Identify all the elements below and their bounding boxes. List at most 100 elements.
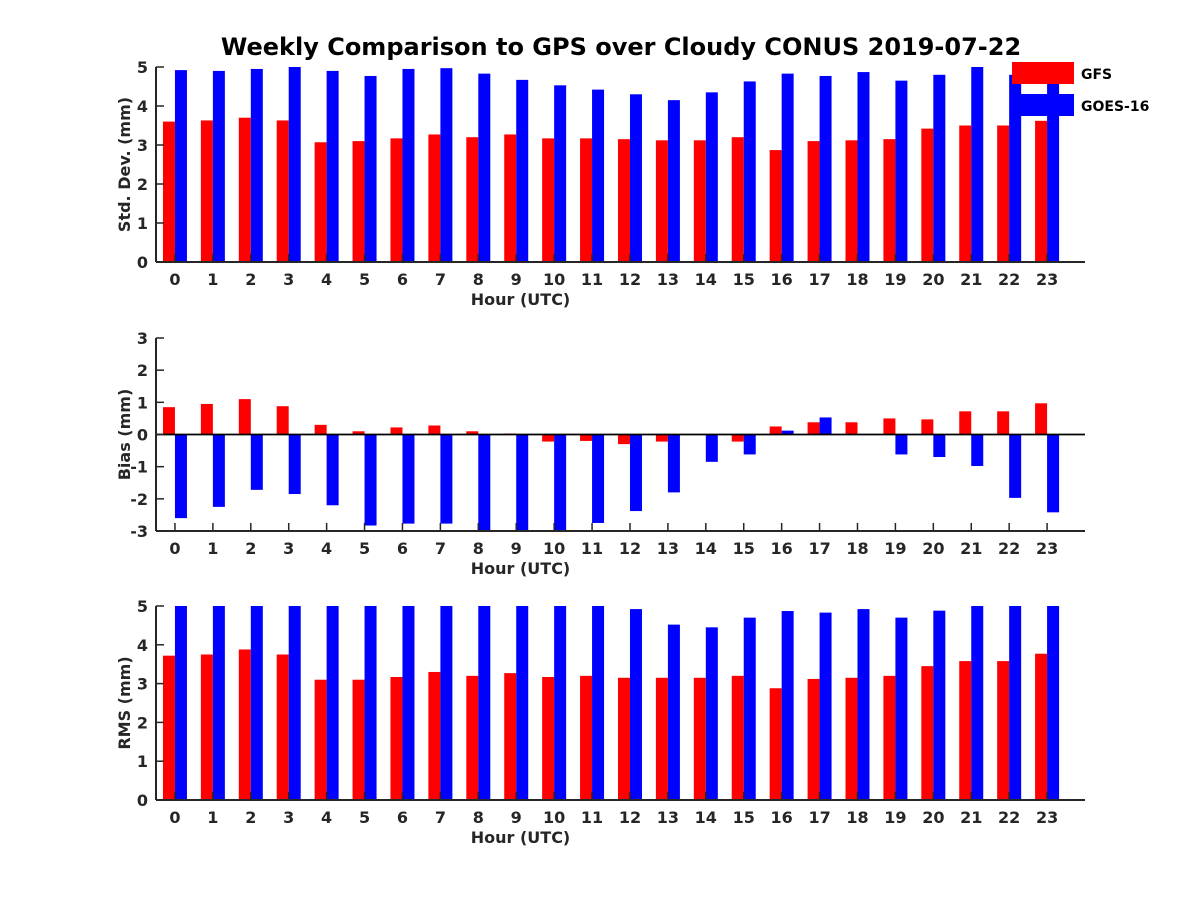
bar — [440, 68, 453, 262]
bar — [959, 661, 972, 800]
bar — [250, 434, 263, 490]
bar — [554, 434, 567, 531]
bar — [428, 671, 441, 800]
x-tick-label: 9 — [511, 539, 522, 558]
bar — [693, 677, 706, 800]
bar — [655, 140, 668, 262]
x-tick-label: 8 — [473, 808, 484, 827]
x-tick-label: 6 — [397, 270, 408, 289]
legend-label: GOES-16 — [1081, 99, 1149, 115]
y-tick-label: 5 — [137, 58, 148, 77]
x-tick-label: 6 — [397, 808, 408, 827]
bar — [997, 411, 1010, 435]
bar — [200, 654, 213, 800]
bar — [314, 142, 327, 262]
bar — [743, 81, 756, 263]
x-tick-label: 23 — [1036, 539, 1058, 558]
bar — [819, 417, 832, 435]
bar — [883, 418, 896, 435]
bar — [617, 434, 630, 445]
bar — [466, 675, 479, 800]
x-tick-label: 18 — [846, 808, 868, 827]
bar — [781, 73, 794, 262]
bar — [504, 673, 517, 800]
y-tick-label: 2 — [137, 175, 148, 194]
bar — [997, 661, 1010, 800]
bar — [667, 434, 680, 493]
bar — [731, 434, 744, 442]
bar — [997, 125, 1010, 262]
x-tick-label: 19 — [884, 539, 906, 558]
x-tick-label: 3 — [283, 539, 294, 558]
bar — [478, 73, 491, 262]
bar — [895, 434, 908, 455]
bar — [466, 431, 479, 435]
y-axis-label: Std. Dev. (mm) — [115, 97, 134, 232]
y-tick-label: 3 — [137, 329, 148, 348]
bar — [364, 75, 377, 262]
bar — [705, 434, 718, 462]
x-tick-label: 7 — [435, 539, 446, 558]
bar — [743, 617, 756, 800]
series-goes-16 — [174, 67, 1060, 263]
bar — [592, 606, 605, 800]
bar — [959, 411, 972, 435]
bar — [921, 666, 934, 800]
legend-swatch — [1012, 62, 1074, 84]
bar — [667, 624, 680, 800]
bar — [1047, 606, 1060, 800]
x-tick-label: 1 — [207, 270, 218, 289]
bar — [592, 434, 605, 523]
y-tick-label: 3 — [137, 136, 148, 155]
bar — [516, 79, 529, 263]
x-tick-label: 19 — [884, 808, 906, 827]
x-tick-label: 5 — [359, 270, 370, 289]
bar — [364, 606, 377, 800]
subplot-3: 0 1 2 3 4 5 6 7 8 9 10 11 12 13 14 15 16 17 18 19 20 21 22 2301… — [115, 597, 1085, 847]
bar — [819, 75, 832, 262]
bar — [238, 649, 251, 800]
bar — [478, 606, 491, 800]
x-tick-label: 22 — [998, 808, 1020, 827]
series-gfs — [162, 649, 1048, 800]
x-tick-label: 0 — [169, 270, 180, 289]
subplots: 0 1 2 3 4 5 6 7 8 9 10 11 12 13 14 15 16 17 18 19 20 21 22 2301… — [115, 58, 1085, 847]
x-tick-label: 15 — [733, 539, 755, 558]
bar — [440, 434, 453, 524]
bar — [617, 677, 630, 800]
x-axis-label: Hour (UTC) — [471, 290, 571, 309]
x-tick-label: 16 — [771, 539, 793, 558]
bar — [402, 606, 415, 800]
bar — [667, 100, 680, 263]
bar — [250, 606, 263, 800]
x-tick-label: 14 — [695, 270, 717, 289]
bar — [1035, 653, 1048, 800]
bar — [478, 434, 491, 531]
chart-title: Weekly Comparison to GPS over Cloudy CON… — [221, 33, 1021, 61]
y-tick-label: 3 — [137, 675, 148, 694]
bar — [921, 419, 934, 435]
x-tick-label: 17 — [808, 808, 830, 827]
x-tick-label: 11 — [581, 808, 603, 827]
bar — [200, 120, 213, 263]
bar — [554, 606, 567, 800]
bar — [364, 434, 377, 526]
bar — [845, 422, 858, 435]
bar — [629, 434, 642, 512]
y-axis-label: Bias (mm) — [115, 389, 134, 481]
bar — [440, 606, 453, 800]
x-tick-label: 17 — [808, 270, 830, 289]
x-tick-label: 14 — [695, 808, 717, 827]
bar — [238, 117, 251, 262]
x-tick-label: 5 — [359, 808, 370, 827]
bar — [1047, 74, 1060, 262]
y-tick-label: 4 — [137, 636, 148, 655]
bar — [592, 89, 605, 263]
x-tick-label: 13 — [657, 808, 679, 827]
bar — [276, 120, 289, 263]
bar — [516, 606, 529, 800]
x-tick-label: 9 — [511, 808, 522, 827]
bar — [883, 675, 896, 800]
series-gfs — [162, 117, 1048, 263]
series-goes-16 — [174, 417, 1060, 531]
